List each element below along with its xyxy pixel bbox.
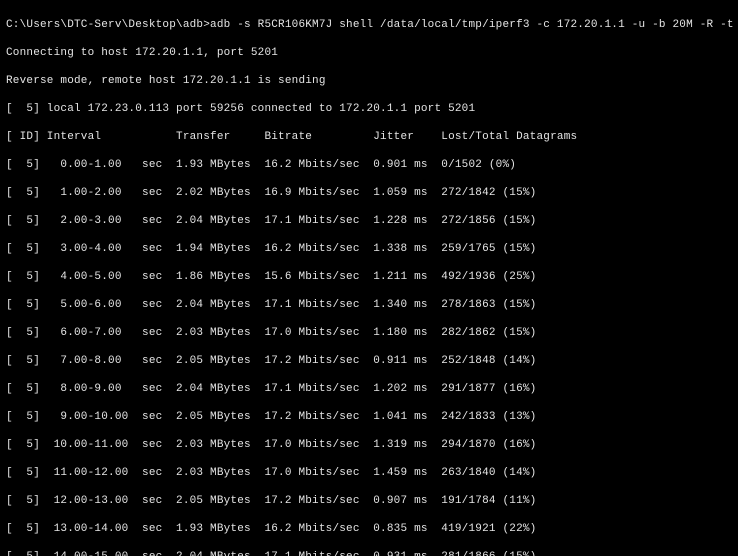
interval-row: [ 5] 8.00-9.00 sec 2.04 MBytes 17.1 Mbit…: [6, 382, 732, 396]
command-prompt-line: C:\Users\DTC-Serv\Desktop\adb>adb -s R5C…: [6, 18, 732, 32]
interval-row: [ 5] 6.00-7.00 sec 2.03 MBytes 17.0 Mbit…: [6, 326, 732, 340]
interval-row: [ 5] 4.00-5.00 sec 1.86 MBytes 15.6 Mbit…: [6, 270, 732, 284]
interval-row: [ 5] 2.00-3.00 sec 2.04 MBytes 17.1 Mbit…: [6, 214, 732, 228]
local-connection-line: [ 5] local 172.23.0.113 port 59256 conne…: [6, 102, 732, 116]
interval-row: [ 5] 10.00-11.00 sec 2.03 MBytes 17.0 Mb…: [6, 438, 732, 452]
interval-row: [ 5] 1.00-2.00 sec 2.02 MBytes 16.9 Mbit…: [6, 186, 732, 200]
reverse-mode-line: Reverse mode, remote host 172.20.1.1 is …: [6, 74, 732, 88]
interval-row: [ 5] 14.00-15.00 sec 2.04 MBytes 17.1 Mb…: [6, 550, 732, 556]
interval-row: [ 5] 5.00-6.00 sec 2.04 MBytes 17.1 Mbit…: [6, 298, 732, 312]
interval-row: [ 5] 3.00-4.00 sec 1.94 MBytes 16.2 Mbit…: [6, 242, 732, 256]
connecting-line: Connecting to host 172.20.1.1, port 5201: [6, 46, 732, 60]
interval-row: [ 5] 11.00-12.00 sec 2.03 MBytes 17.0 Mb…: [6, 466, 732, 480]
interval-row: [ 5] 12.00-13.00 sec 2.05 MBytes 17.2 Mb…: [6, 494, 732, 508]
interval-row: [ 5] 0.00-1.00 sec 1.93 MBytes 16.2 Mbit…: [6, 158, 732, 172]
interval-header: [ ID] Interval Transfer Bitrate Jitter L…: [6, 130, 732, 144]
interval-row: [ 5] 9.00-10.00 sec 2.05 MBytes 17.2 Mbi…: [6, 410, 732, 424]
interval-row: [ 5] 13.00-14.00 sec 1.93 MBytes 16.2 Mb…: [6, 522, 732, 536]
interval-row: [ 5] 7.00-8.00 sec 2.05 MBytes 17.2 Mbit…: [6, 354, 732, 368]
terminal-output: C:\Users\DTC-Serv\Desktop\adb>adb -s R5C…: [0, 0, 738, 556]
